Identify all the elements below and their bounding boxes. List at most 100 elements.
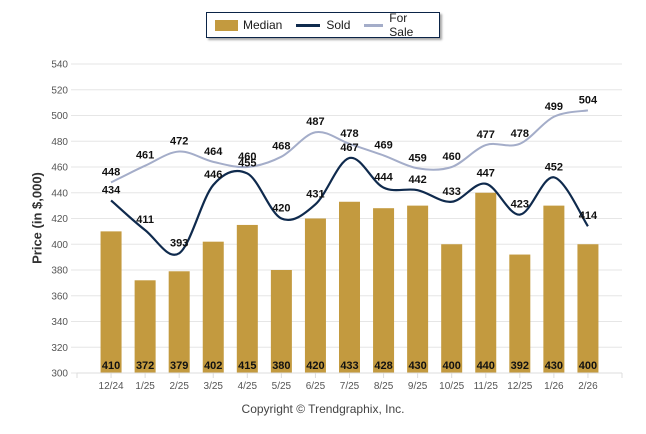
- x-tick-label: 4/25: [238, 381, 258, 392]
- median-bar: [543, 205, 565, 373]
- median-bar-label: 430: [545, 360, 563, 372]
- sold-data-label: 447: [477, 168, 495, 180]
- x-tick-label: 8/25: [374, 381, 394, 392]
- sold-data-label: 431: [306, 188, 324, 200]
- median-bar: [202, 241, 224, 373]
- median-bar-label: 402: [204, 360, 222, 372]
- median-bar-label: 372: [136, 360, 154, 372]
- y-tick-label: 400: [51, 240, 68, 251]
- for-sale-data-label: 487: [306, 116, 324, 128]
- for-sale-data-label: 504: [579, 94, 598, 106]
- for-sale-data-label: 469: [374, 139, 392, 151]
- sold-data-label: 414: [579, 210, 598, 222]
- median-bar: [373, 208, 395, 373]
- median-bar-label: 400: [579, 360, 597, 372]
- legend-item-sold[interactable]: Sold: [296, 18, 350, 32]
- median-bar-label: 428: [374, 360, 392, 372]
- x-axis: 12/24 1/25 2/25 3/25 4/25 5/25 6/25 7/25 8/25 9/2…: [76, 372, 623, 392]
- x-tick-label: 1/26: [544, 381, 564, 392]
- median-bar-label: 430: [408, 360, 426, 372]
- legend: Median Sold For Sale: [206, 11, 440, 39]
- median-bar: [475, 192, 497, 373]
- median-bar-label: 380: [272, 360, 290, 372]
- series-lines: [110, 109, 589, 256]
- for-sale-data-label: 461: [136, 150, 154, 162]
- sold-data-label: 467: [340, 142, 358, 154]
- x-tick-label: 11/25: [474, 381, 499, 392]
- median-bar-label: 420: [306, 360, 324, 372]
- for-sale-data-label: 472: [170, 136, 188, 148]
- for-sale-data-label: 459: [408, 152, 426, 164]
- for-sale-data-label: 477: [477, 129, 495, 141]
- x-tick-label: 3/25: [204, 381, 224, 392]
- for-sale-data-label: 460: [443, 151, 461, 163]
- median-bar-label: 392: [511, 360, 529, 372]
- y-tick-label: 480: [51, 137, 68, 148]
- legend-item-median[interactable]: Median: [215, 18, 282, 32]
- median-bar: [304, 218, 326, 373]
- sold-data-label: 411: [136, 214, 154, 226]
- y-tick-label: 420: [51, 214, 68, 225]
- sold-line: [110, 156, 589, 256]
- legend-label-sold: Sold: [326, 18, 351, 32]
- y-tick-label: 460: [51, 163, 68, 174]
- x-tick-label: 6/25: [306, 381, 326, 392]
- y-axis-label: Price (in $,000): [29, 172, 45, 264]
- y-tick-label: 500: [51, 111, 68, 122]
- median-bar-label: 415: [238, 360, 256, 372]
- sold-data-label: 393: [170, 237, 188, 249]
- for-sale-data-label: 478: [511, 128, 529, 140]
- legend-swatch-sold: [296, 23, 321, 27]
- x-tick-label: 2/26: [578, 381, 598, 392]
- y-tick-label: 540: [51, 60, 68, 71]
- for-sale-data-label: 478: [340, 128, 358, 140]
- legend-label-for-sale: For Sale: [389, 11, 414, 39]
- median-bar: [339, 201, 360, 373]
- sold-data-label: 420: [272, 203, 290, 215]
- sold-data-label: 452: [545, 161, 563, 173]
- median-bar: [577, 244, 599, 373]
- x-tick-label: 12/25: [507, 381, 532, 392]
- data-labels: 410 372 379 402 415 380 420 433 428 430 400 440 392 4…: [102, 94, 598, 372]
- sold-data-label: 444: [374, 172, 393, 184]
- x-tick-label: 10/25: [439, 381, 464, 392]
- copyright-text: Copyright © Trendgraphix, Inc.: [241, 402, 405, 416]
- for-sale-line: [110, 109, 589, 184]
- median-bar: [100, 231, 122, 373]
- legend-swatch-median: [215, 19, 238, 31]
- x-tick-label: 9/25: [408, 381, 428, 392]
- sold-data-label: 433: [443, 186, 461, 198]
- sold-data-label: 455: [238, 157, 256, 169]
- median-bar: [168, 271, 190, 373]
- sold-data-label: 423: [511, 199, 529, 211]
- median-bar: [509, 254, 531, 373]
- sold-data-label: 434: [102, 184, 121, 196]
- legend-swatch-for-sale: [364, 23, 384, 27]
- sold-data-label: 442: [408, 174, 426, 186]
- x-tick-label: 7/25: [340, 381, 360, 392]
- x-tick-label: 2/25: [169, 381, 189, 392]
- median-bar-label: 433: [340, 360, 358, 372]
- median-bars: [100, 192, 599, 373]
- x-tick-label: 5/25: [272, 381, 292, 392]
- for-sale-data-label: 468: [272, 141, 290, 153]
- median-bar-label: 400: [443, 360, 461, 372]
- x-tick-label: 12/24: [99, 381, 124, 392]
- sold-data-label: 446: [204, 169, 222, 181]
- y-axis-ticks: 300 320 340 360 380 400 420 440 460 480 500 520 540: [51, 60, 68, 380]
- legend-item-for-sale[interactable]: For Sale: [364, 11, 425, 39]
- median-bar: [270, 270, 292, 373]
- median-bar: [134, 280, 156, 373]
- legend-label-median: Median: [243, 18, 283, 32]
- x-tick-label: 1/25: [135, 381, 155, 392]
- y-tick-label: 380: [51, 266, 68, 277]
- for-sale-data-label: 460: [238, 151, 256, 163]
- y-tick-label: 300: [51, 369, 68, 380]
- median-bar: [441, 244, 463, 373]
- y-tick-label: 320: [51, 343, 68, 354]
- median-bar: [236, 224, 258, 373]
- for-sale-data-label: 464: [204, 146, 223, 158]
- for-sale-data-label: 499: [545, 101, 563, 113]
- median-bar-label: 379: [170, 360, 188, 372]
